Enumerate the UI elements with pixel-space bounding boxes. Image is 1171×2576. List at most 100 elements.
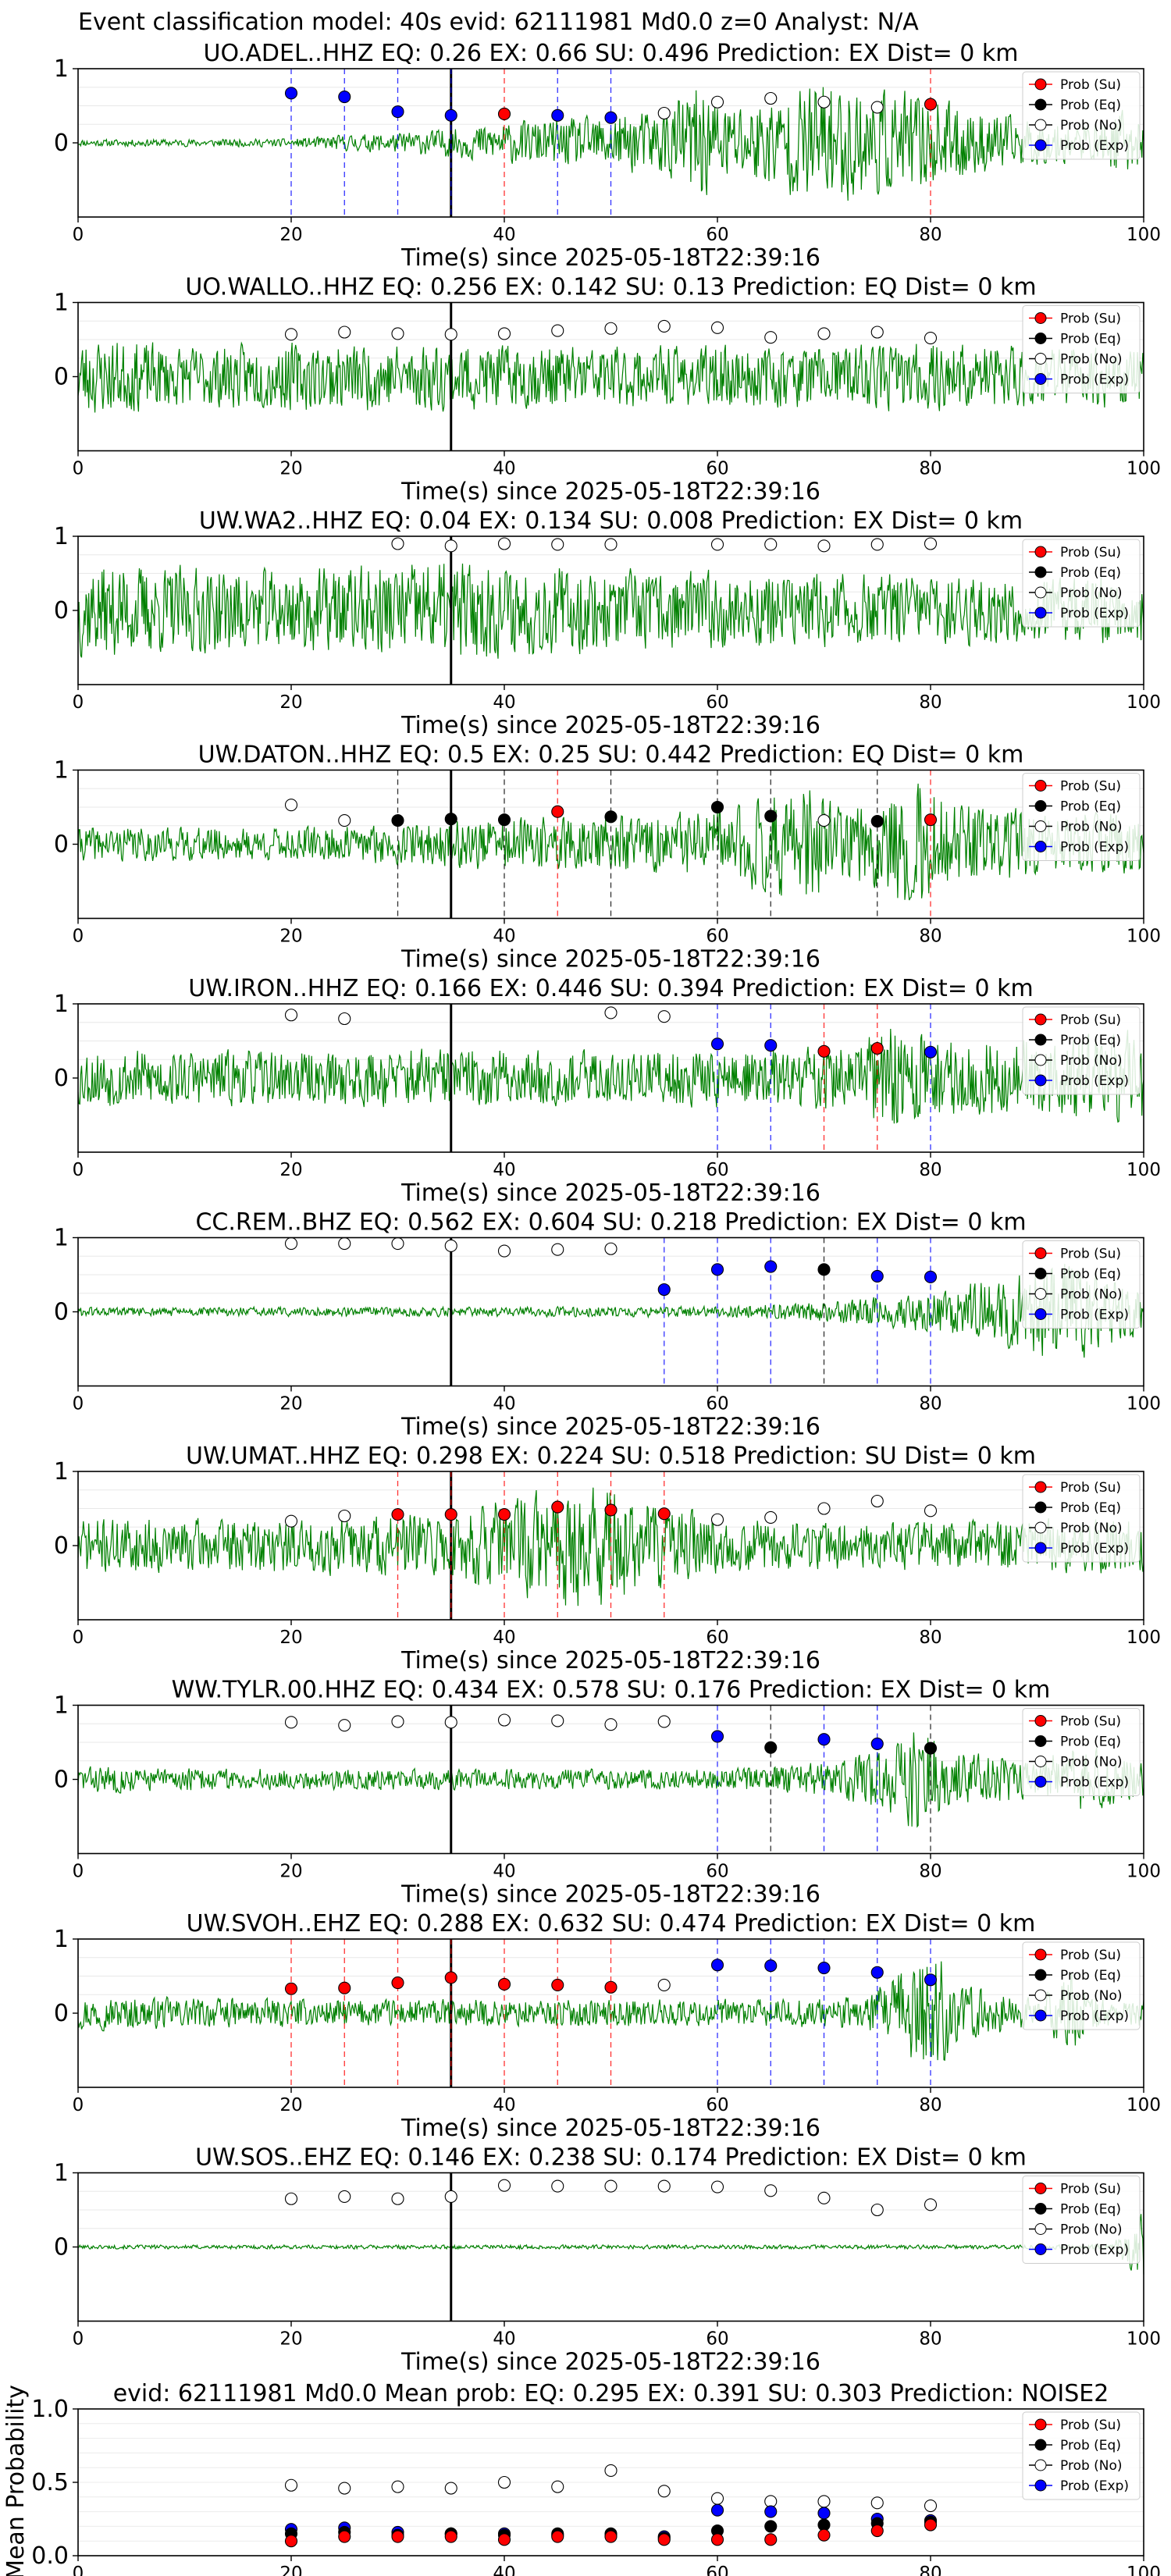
prob-point (657, 2179, 671, 2193)
prob-point (870, 1041, 884, 1055)
legend-label: Prob (Exp) (1060, 1308, 1129, 1323)
prob-point (338, 1012, 351, 1026)
prob-point (924, 813, 938, 827)
y-axis-label: Mean Probability (2, 2385, 30, 2576)
prob-point (710, 321, 724, 334)
legend-marker (1034, 2439, 1047, 2451)
prob-point (391, 814, 404, 827)
prob-point (657, 1010, 671, 1023)
y-tick-label: 0 (54, 1065, 69, 1092)
y-tick-label: 0 (54, 1532, 69, 1560)
y-tick-label: 0 (54, 2000, 69, 2027)
prob-point (338, 91, 351, 104)
legend-box (1022, 71, 1141, 160)
mean-panel-title: evid: 62111981 Md0.0 Mean prob: EQ: 0.29… (113, 2380, 1109, 2407)
x-tick-label: 100 (1127, 1628, 1161, 1648)
prob-point (817, 1733, 831, 1746)
y-tick-label: 0 (54, 597, 69, 624)
x-axis-label: Time(s) since 2025-05-18T22:39:16 (400, 1881, 820, 1909)
prob-point (497, 1508, 511, 1521)
legend-label: Prob (No) (1060, 1053, 1123, 1069)
prob-point (391, 105, 404, 119)
mean-point (817, 2528, 831, 2542)
x-tick-label: 100 (1127, 2095, 1161, 2115)
x-tick-label: 100 (1127, 2329, 1161, 2350)
prob-point (551, 538, 564, 551)
prob-point (444, 109, 457, 122)
legend-label: Prob (Exp) (1060, 840, 1129, 856)
prob-point (870, 1269, 884, 1283)
mean-point (710, 2503, 724, 2517)
prob-point (817, 95, 831, 109)
prob-point (284, 2192, 298, 2205)
mean-panel: 0 20 40 60 80 100 0.0 0.5 1.0 evid: 62111981 Md0.… (2, 2380, 1161, 2576)
x-tick-label: 20 (279, 1394, 302, 1414)
x-tick-label: 0 (73, 2329, 84, 2350)
mean-point (817, 2495, 831, 2508)
legend-label: Prob (No) (1060, 352, 1123, 368)
prob-point (604, 810, 618, 824)
legend-marker (1034, 1268, 1047, 1279)
x-tick-label: 80 (919, 225, 941, 245)
x-tick-label: 40 (493, 2095, 515, 2115)
x-tick-label: 60 (706, 1628, 728, 1648)
y-tick-label: 0 (54, 130, 69, 157)
prob-point (497, 1713, 511, 1727)
x-tick-label: 100 (1127, 1862, 1161, 1882)
mean-point (764, 2520, 778, 2533)
legend-box (1022, 539, 1141, 628)
legend-box (1022, 1006, 1141, 1095)
x-axis-label: Time(s) since 2025-05-18T22:39:16 (400, 1647, 820, 1674)
x-tick-label: 0 (73, 1862, 84, 1882)
legend-marker (1034, 333, 1047, 344)
x-tick-label: 0 (73, 459, 84, 479)
legend-box (1022, 1240, 1141, 1329)
x-tick-label: 80 (919, 2329, 941, 2350)
prob-point (444, 1239, 457, 1252)
legend-marker (1034, 1074, 1047, 1087)
y-tick-label: 1 (54, 1458, 69, 1485)
prob-point (764, 1959, 778, 1973)
prob-point (870, 1494, 884, 1508)
legend-label: Prob (Su) (1060, 2418, 1121, 2433)
waveform-trace (77, 341, 1144, 413)
panel-8: 0 20 40 60 80 100 0 1 WW.TYLR.00.HHZ EQ: 0.434 E… (54, 1677, 1161, 1909)
legend-label: Prob (Su) (1060, 77, 1121, 93)
mean-point (497, 2475, 511, 2489)
mean-point (764, 2505, 778, 2518)
y-tick-label: 0 (54, 2234, 69, 2261)
prob-point (710, 95, 724, 109)
legend-label: Prob (Eq) (1060, 1735, 1121, 1750)
prob-point (284, 1716, 298, 1729)
x-tick-label: 20 (279, 1628, 302, 1648)
x-tick-label: 40 (493, 1160, 515, 1180)
prob-point (657, 319, 671, 333)
prob-point (710, 1730, 724, 1743)
legend-marker (1034, 2203, 1047, 2215)
legend-box (1022, 1708, 1141, 1796)
legend-marker (1034, 1501, 1047, 1514)
mean-point (657, 2533, 671, 2546)
prob-point (924, 1973, 938, 1987)
x-tick-label: 40 (493, 225, 515, 245)
suptitle: Event classification model: 40s evid: 62… (78, 9, 919, 36)
prob-point (338, 1981, 351, 1994)
legend-box (1022, 1941, 1141, 2030)
x-axis-label: Time(s) since 2025-05-18T22:39:16 (400, 1179, 820, 1207)
mean-point (817, 2507, 831, 2520)
legend-marker (1034, 78, 1047, 91)
x-tick-label: 100 (1127, 692, 1161, 713)
prob-point (284, 1982, 298, 1995)
legend-label: Prob (Exp) (1060, 1541, 1129, 1557)
panel-title: UW.DATON..HHZ EQ: 0.5 EX: 0.25 SU: 0.442… (198, 742, 1024, 769)
prob-point (604, 1718, 618, 1731)
legend-label: Prob (Su) (1060, 2182, 1121, 2197)
x-tick-label: 60 (706, 2329, 728, 2350)
panel-title: UW.UMAT..HHZ EQ: 0.298 EX: 0.224 SU: 0.5… (186, 1443, 1036, 1470)
waveform-trace (77, 1487, 1144, 1606)
prob-point (764, 1510, 778, 1524)
mean-point (604, 2530, 618, 2543)
panel-1: 0 20 40 60 80 100 0 1 UO.ADEL..HHZ EQ: 0.26 EX: … (54, 40, 1161, 272)
x-tick-label: 40 (493, 2329, 515, 2350)
prob-point (497, 2179, 511, 2192)
